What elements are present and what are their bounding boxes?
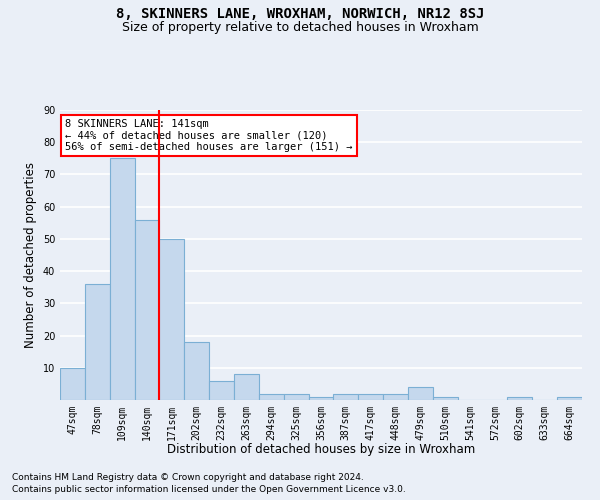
Bar [433,397,458,400]
Text: Size of property relative to detached houses in Wroxham: Size of property relative to detached ho… [122,21,478,34]
Bar [160,239,184,400]
Bar [85,284,110,400]
Text: 8, SKINNERS LANE, WROXHAM, NORWICH, NR12 8SJ: 8, SKINNERS LANE, WROXHAM, NORWICH, NR12… [116,8,484,22]
Bar [284,394,308,400]
Bar [259,394,284,400]
Bar [110,158,134,400]
Bar [508,397,532,400]
Bar [134,220,160,400]
Bar [60,368,85,400]
Text: 8 SKINNERS LANE: 141sqm
← 44% of detached houses are smaller (120)
56% of semi-d: 8 SKINNERS LANE: 141sqm ← 44% of detache… [65,118,353,152]
Bar [408,387,433,400]
Bar [557,397,582,400]
Bar [184,342,209,400]
Bar [234,374,259,400]
Text: Contains HM Land Registry data © Crown copyright and database right 2024.: Contains HM Land Registry data © Crown c… [12,472,364,482]
Bar [209,380,234,400]
Text: Distribution of detached houses by size in Wroxham: Distribution of detached houses by size … [167,442,475,456]
Bar [334,394,358,400]
Bar [308,397,334,400]
Bar [358,394,383,400]
Bar [383,394,408,400]
Text: Contains public sector information licensed under the Open Government Licence v3: Contains public sector information licen… [12,485,406,494]
Y-axis label: Number of detached properties: Number of detached properties [24,162,37,348]
